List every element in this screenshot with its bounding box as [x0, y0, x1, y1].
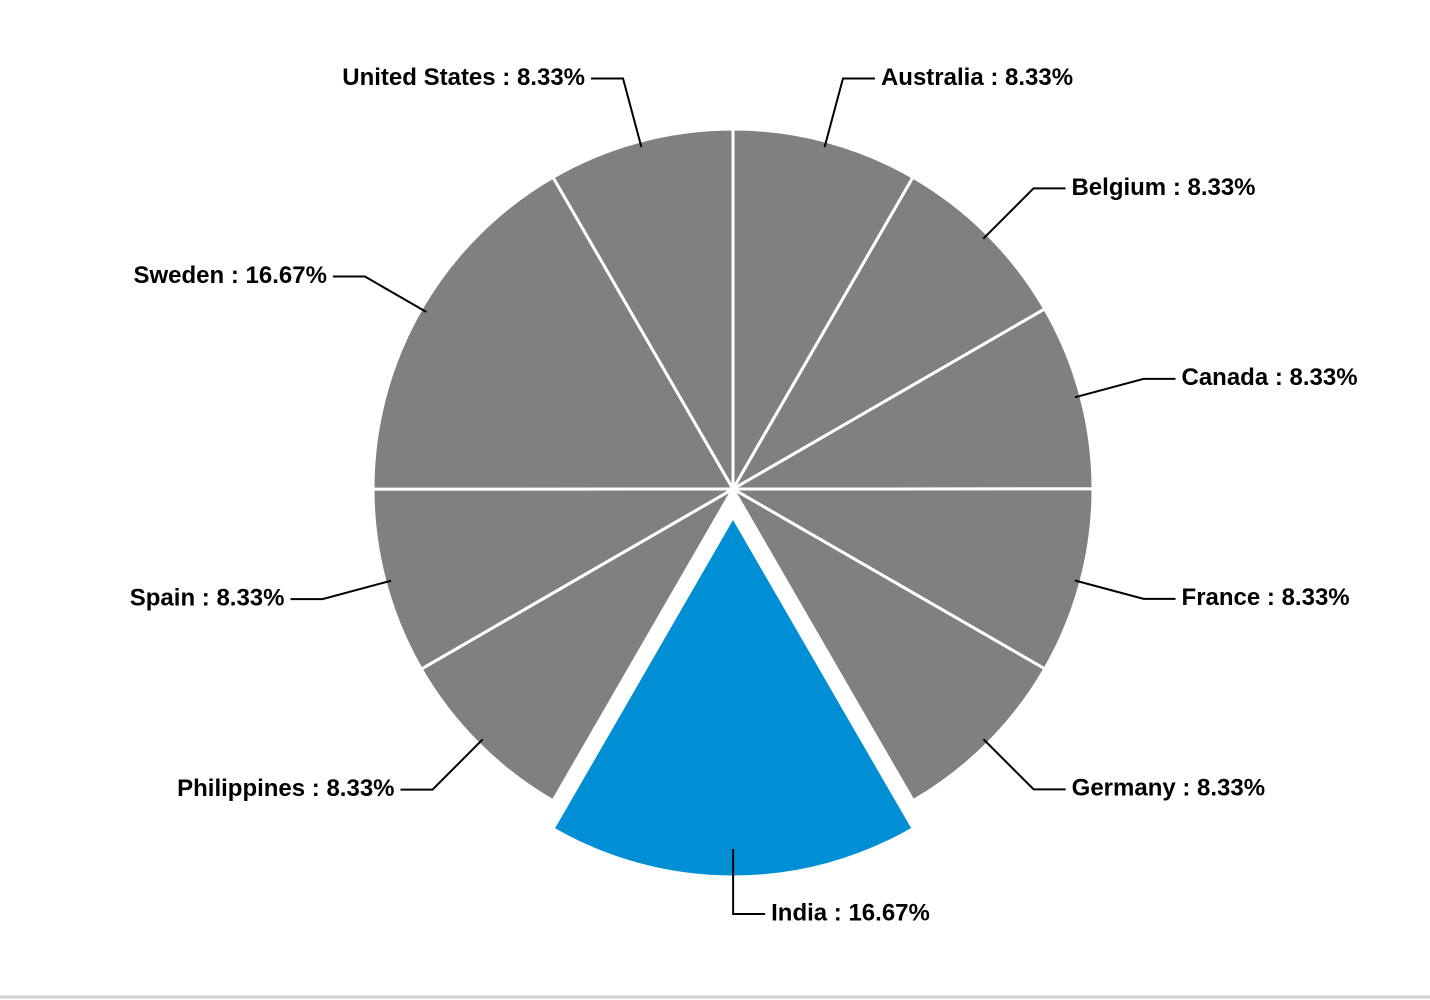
leader-line — [400, 738, 484, 791]
leader-line — [982, 738, 1066, 791]
data-label: Spain : 8.33% — [130, 584, 285, 611]
data-label: United States : 8.33% — [342, 64, 585, 91]
data-label: Sweden : 16.67% — [133, 262, 326, 289]
leader-line — [591, 77, 643, 148]
leader-line — [1074, 377, 1176, 399]
leader-line — [290, 579, 392, 601]
data-label: Australia : 8.33% — [881, 64, 1073, 91]
leader-line — [732, 848, 766, 916]
leader-line — [823, 77, 875, 148]
data-label: Philippines : 8.33% — [177, 775, 394, 802]
data-label: Belgium : 8.33% — [1071, 174, 1255, 201]
data-label: Canada : 8.33% — [1181, 364, 1357, 391]
data-label: France : 8.33% — [1182, 584, 1350, 611]
data-label: Germany : 8.33% — [1072, 775, 1265, 802]
leader-line — [1074, 579, 1176, 600]
leader-line — [982, 187, 1066, 240]
data-label: India : 16.67% — [771, 899, 930, 926]
leader-line — [332, 275, 427, 313]
